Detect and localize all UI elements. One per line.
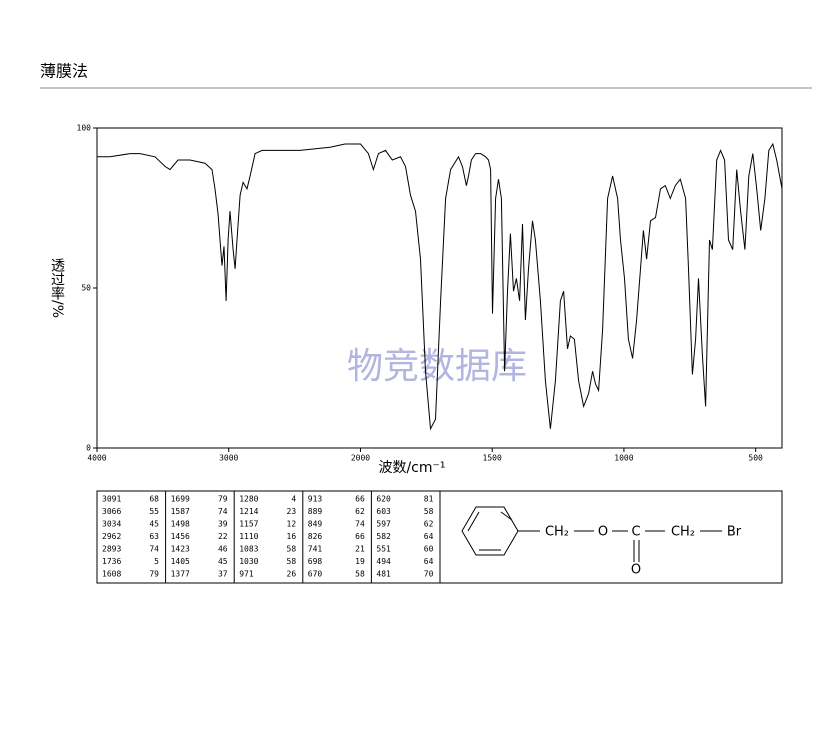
peak-transmittance: 79 <box>149 570 159 579</box>
peak-wavenumber: 1214 <box>239 507 258 516</box>
peak-transmittance: 64 <box>424 557 434 566</box>
peak-wavenumber: 889 <box>308 507 323 516</box>
peak-transmittance: 62 <box>355 507 365 516</box>
peak-wavenumber: 603 <box>376 507 391 516</box>
peak-wavenumber: 620 <box>376 495 391 504</box>
peak-transmittance: 55 <box>149 507 159 516</box>
peak-wavenumber: 1110 <box>239 532 258 541</box>
peak-wavenumber: 1587 <box>171 507 190 516</box>
peak-wavenumber: 1083 <box>239 545 258 554</box>
peak-wavenumber: 597 <box>376 520 391 529</box>
peak-transmittance: 74 <box>218 507 228 516</box>
peak-wavenumber: 1608 <box>102 570 121 579</box>
spectrum <box>97 142 783 431</box>
x-tick-label: 1500 <box>483 454 502 463</box>
peak-wavenumber: 1377 <box>171 570 190 579</box>
x-tick-label: 500 <box>748 454 763 463</box>
peak-transmittance: 12 <box>287 520 297 529</box>
atom: Br <box>727 525 742 540</box>
peak-transmittance: 58 <box>355 570 365 579</box>
peak-transmittance: 62 <box>424 520 434 529</box>
peak-transmittance: 5 <box>154 557 159 566</box>
y-axis-label: 透过率/% <box>49 258 65 318</box>
peak-wavenumber: 2893 <box>102 545 121 554</box>
peak-transmittance: 74 <box>149 545 159 554</box>
atom: CH₂ <box>671 525 695 540</box>
structure <box>461 506 722 562</box>
peak-wavenumber: 3034 <box>102 520 121 529</box>
peak-wavenumber: 698 <box>308 557 323 566</box>
peak-transmittance: 79 <box>218 495 228 504</box>
bond <box>500 511 513 521</box>
peak-wavenumber: 1423 <box>171 545 190 554</box>
x-tick-label: 1000 <box>614 454 633 463</box>
x-tick-label: 2000 <box>351 454 370 463</box>
peak-transmittance: 46 <box>218 545 228 554</box>
peak-transmittance: 16 <box>287 532 297 541</box>
peak-wavenumber: 582 <box>376 532 391 541</box>
y-tick-label: 100 <box>77 124 92 133</box>
peak-transmittance: 66 <box>355 495 365 504</box>
peak-transmittance: 58 <box>424 507 434 516</box>
peak-wavenumber: 3066 <box>102 507 121 516</box>
peak-wavenumber: 481 <box>376 570 391 579</box>
peak-wavenumber: 913 <box>308 495 323 504</box>
peak-wavenumber: 1030 <box>239 557 258 566</box>
peak-transmittance: 74 <box>355 520 365 529</box>
peak-transmittance: 64 <box>424 532 434 541</box>
peak-wavenumber: 551 <box>376 545 391 554</box>
peak-wavenumber: 3091 <box>102 495 121 504</box>
heading: 薄膜法 <box>40 62 88 81</box>
y-tick-label: 0 <box>86 444 91 453</box>
benzene-ring <box>461 506 519 556</box>
peak-transmittance: 45 <box>218 557 228 566</box>
peak-transmittance: 4 <box>291 495 296 504</box>
peak-wavenumber: 1498 <box>171 520 190 529</box>
peak-transmittance: 81 <box>424 495 434 504</box>
peak-wavenumber: 1157 <box>239 520 258 529</box>
peak-wavenumber: 826 <box>308 532 323 541</box>
peak-wavenumber: 670 <box>308 570 323 579</box>
peak-wavenumber: 2962 <box>102 532 121 541</box>
peak-transmittance: 37 <box>218 570 228 579</box>
peak-transmittance: 39 <box>218 520 228 529</box>
atom: O <box>598 525 608 540</box>
x-tick-label: 4000 <box>87 454 106 463</box>
peak-wavenumber: 494 <box>376 557 391 566</box>
peak-transmittance: 68 <box>149 495 159 504</box>
peak-transmittance: 60 <box>424 545 434 554</box>
y-tick-label: 50 <box>81 284 91 293</box>
peak-transmittance: 45 <box>149 520 159 529</box>
peak-wavenumber: 849 <box>308 520 323 529</box>
peak-wavenumber: 741 <box>308 545 323 554</box>
peak-wavenumber: 1699 <box>171 495 190 504</box>
peak-wavenumber: 1736 <box>102 557 121 566</box>
atom: O <box>631 563 641 578</box>
atom: C <box>631 525 640 540</box>
plot-frame <box>96 127 783 449</box>
peak-transmittance: 63 <box>149 532 159 541</box>
peak-transmittance: 66 <box>355 532 365 541</box>
peak-wavenumber: 1280 <box>239 495 258 504</box>
peak-transmittance: 21 <box>355 545 365 554</box>
peak-transmittance: 70 <box>424 570 434 579</box>
bond <box>467 511 480 532</box>
peak-wavenumber: 1456 <box>171 532 190 541</box>
peak-transmittance: 19 <box>355 557 365 566</box>
x-axis-label: 波数/cm⁻¹ <box>378 460 445 476</box>
peak-wavenumber: 1405 <box>171 557 190 566</box>
atom: CH₂ <box>545 525 569 540</box>
peak-wavenumber: 971 <box>239 570 254 579</box>
peak-transmittance: 23 <box>287 507 297 516</box>
x-tick-label: 3000 <box>219 454 238 463</box>
peak-transmittance: 58 <box>287 545 297 554</box>
peak-transmittance: 26 <box>287 570 297 579</box>
peak-transmittance: 58 <box>287 557 297 566</box>
peak-transmittance: 22 <box>218 532 228 541</box>
